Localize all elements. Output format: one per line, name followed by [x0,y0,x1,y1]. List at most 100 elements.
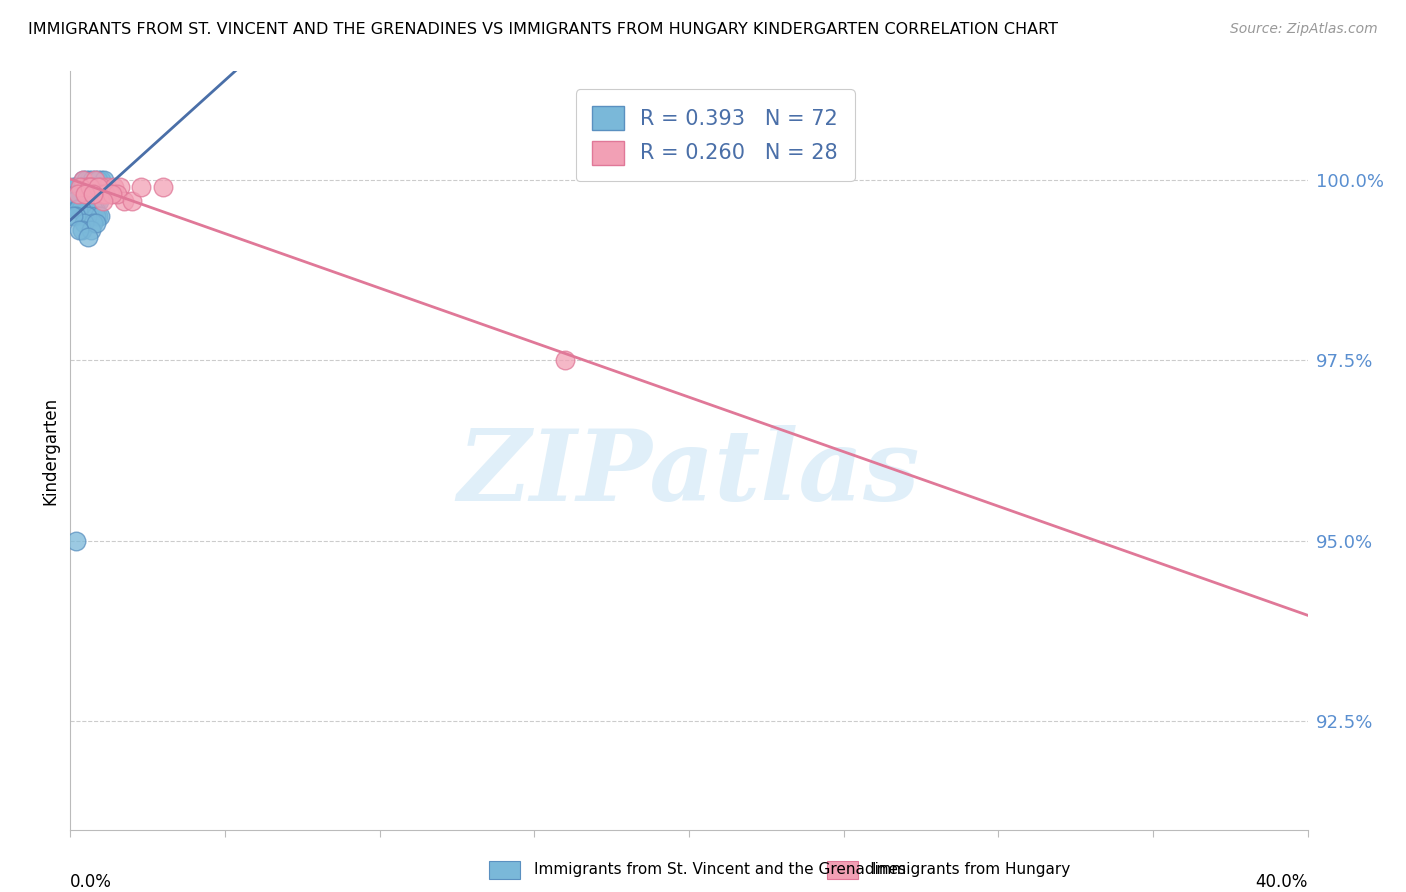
Legend: R = 0.393   N = 72, R = 0.260   N = 28: R = 0.393 N = 72, R = 0.260 N = 28 [575,89,855,181]
Point [84,172,107,186]
Point [80,202,103,216]
Point [87,187,110,202]
Point [76,209,98,223]
Point [65,533,87,548]
Text: Immigrants from Hungary: Immigrants from Hungary [872,863,1070,877]
Point [70,223,93,237]
Point [76,202,98,216]
Text: 0.0%: 0.0% [70,873,112,891]
Point [75,187,97,202]
Point [93,172,115,186]
Point [91,187,114,202]
Point [75,187,97,202]
Point [80,180,103,194]
Point [65,194,87,209]
Point [84,202,107,216]
Point [72,194,94,209]
Point [77,187,100,202]
Point [67,187,90,202]
Point [73,216,96,230]
Point [80,172,103,186]
Point [69,202,91,216]
Point [72,172,94,186]
Point [90,180,112,194]
Point [77,187,100,202]
Point [75,180,97,194]
Point [86,209,108,223]
Text: 40.0%: 40.0% [1256,873,1308,891]
Point [79,202,101,216]
Point [96,180,118,194]
Point [90,172,112,186]
Point [114,194,135,209]
Point [67,223,90,237]
Point [72,172,94,186]
Point [75,172,97,186]
Point [98,187,121,202]
Point [77,180,100,194]
Point [79,194,101,209]
Point [94,187,117,202]
Point [101,187,124,202]
Text: Immigrants from St. Vincent and the Grenadines: Immigrants from St. Vincent and the Gren… [534,863,907,877]
Text: IMMIGRANTS FROM ST. VINCENT AND THE GRENADINES VS IMMIGRANTS FROM HUNGARY KINDER: IMMIGRANTS FROM ST. VINCENT AND THE GREN… [28,22,1059,37]
Point [70,180,93,194]
Point [84,172,107,186]
Point [152,180,174,194]
Point [70,194,93,209]
Point [77,172,100,186]
Point [89,209,111,223]
Point [83,194,105,209]
Point [86,194,108,209]
Point [65,209,87,223]
Point [90,187,112,202]
Point [67,187,90,202]
Point [87,180,110,194]
Point [84,209,107,223]
Point [86,180,108,194]
Point [75,209,97,223]
Point [84,180,107,194]
Point [80,180,103,194]
Point [75,180,97,194]
Point [554,353,576,368]
Point [75,187,97,202]
Point [75,180,97,194]
Point [76,187,98,202]
Point [84,216,107,230]
Point [76,230,98,244]
Point [63,194,86,209]
Point [105,187,128,202]
Point [65,187,87,202]
Point [66,202,89,216]
Point [80,194,103,209]
Point [63,180,86,194]
Point [72,187,94,202]
Point [67,187,90,202]
Point [121,194,143,209]
Point [77,180,100,194]
Point [72,180,94,194]
Point [103,180,125,194]
Point [89,187,111,202]
Point [62,180,84,194]
Point [69,180,91,194]
Point [87,194,110,209]
Point [70,202,93,216]
Point [87,172,110,186]
Text: Source: ZipAtlas.com: Source: ZipAtlas.com [1230,22,1378,37]
Point [79,180,101,194]
Point [108,180,131,194]
Point [82,187,104,202]
Point [67,202,90,216]
Point [79,209,101,223]
Point [62,209,84,223]
Point [73,202,96,216]
Point [75,202,97,216]
Text: ZIPatlas: ZIPatlas [458,425,920,522]
Point [91,194,114,209]
Point [131,180,153,194]
Point [63,187,86,202]
Point [70,202,93,216]
Point [82,187,105,202]
